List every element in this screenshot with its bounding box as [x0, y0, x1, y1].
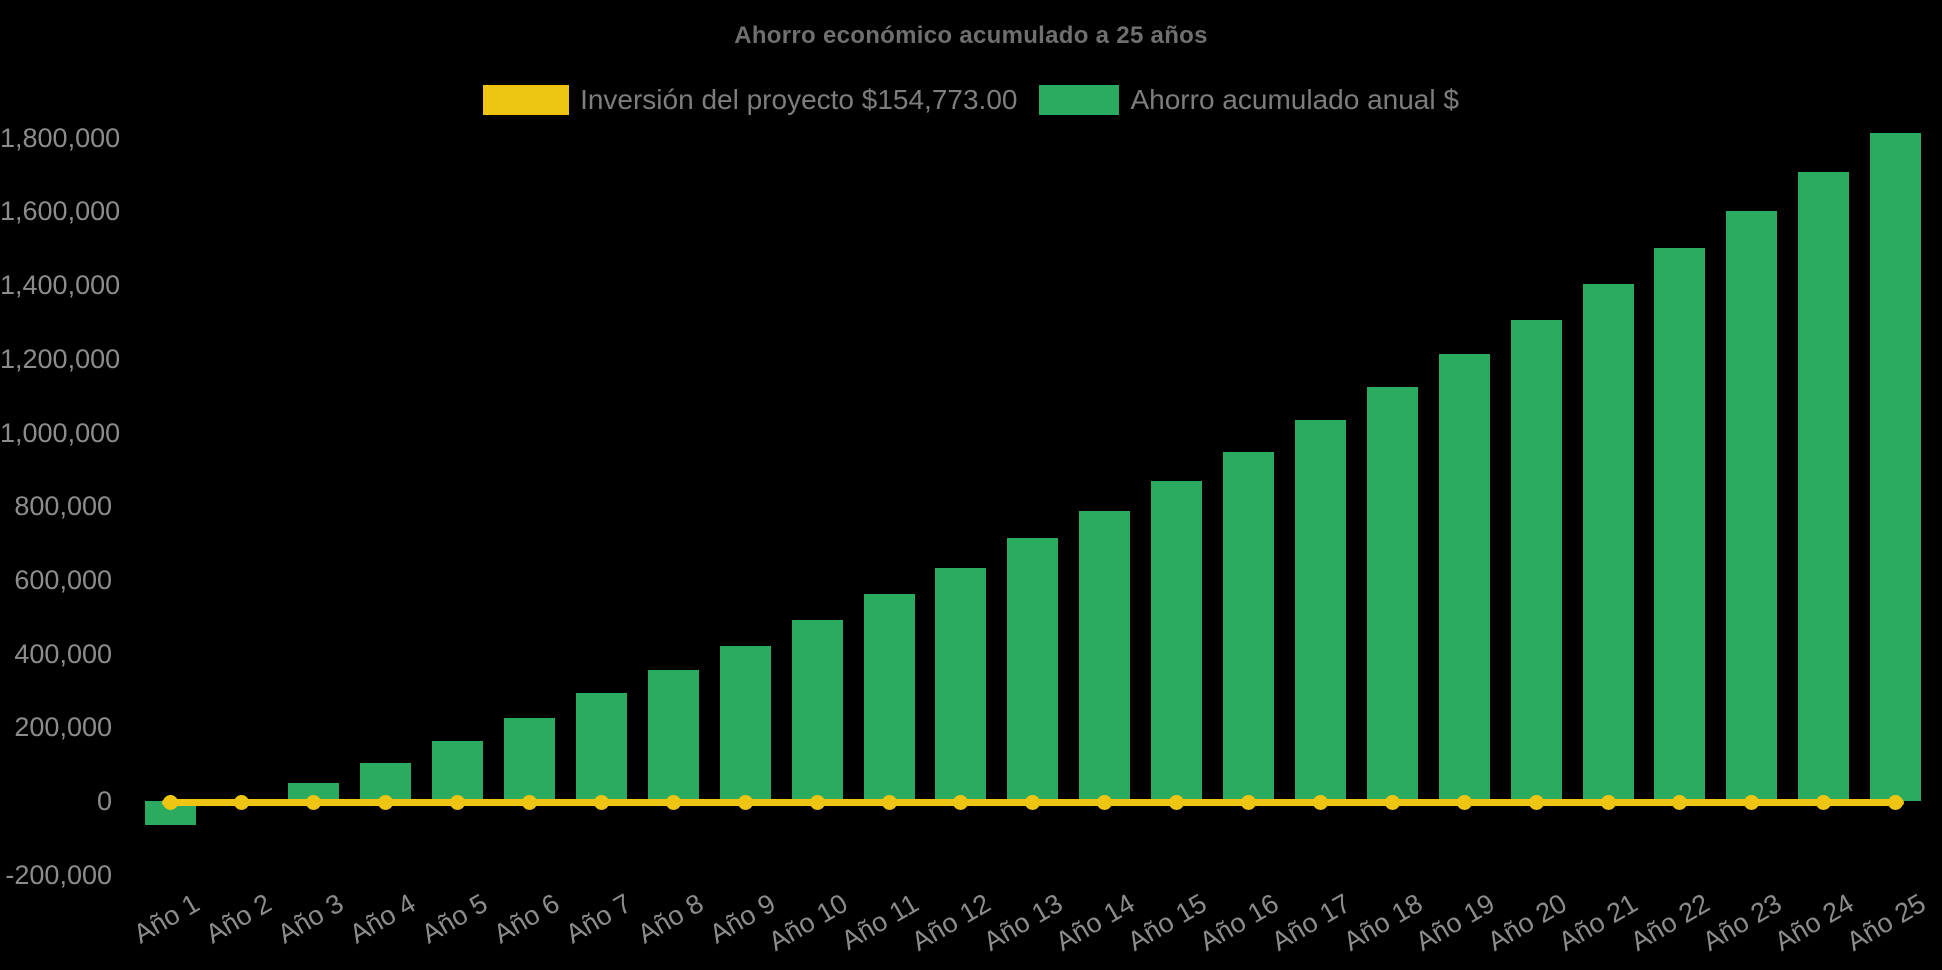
investment-line-marker [1744, 795, 1760, 810]
investment-line-marker [1600, 795, 1616, 810]
savings-legend-label: Ahorro acumulado anual $ [1130, 84, 1459, 115]
investment-line-marker [881, 795, 897, 810]
investment-legend-swatch [483, 85, 570, 115]
x-axis-label: Año 20 [1481, 888, 1572, 957]
investment-line-marker [593, 795, 609, 810]
legend-item-savings[interactable]: Ahorro acumulado anual $ [1039, 84, 1459, 116]
x-axis-label: Año 23 [1697, 888, 1787, 957]
x-axis-label: Año 8 [632, 888, 709, 950]
savings-bar [1870, 133, 1922, 801]
x-axis-label: Año 3 [272, 888, 349, 950]
investment-line-marker [1312, 795, 1328, 810]
savings-bar [719, 646, 771, 801]
savings-bar [935, 568, 987, 801]
x-axis-label: Año 17 [1266, 888, 1356, 957]
savings-legend-swatch [1039, 85, 1120, 115]
chart-legend: Inversión del proyecto $154,773.00 Ahorr… [0, 84, 1942, 116]
y-axis-label: 1,800,000 [0, 122, 121, 153]
x-axis-label: Año 21 [1553, 888, 1643, 957]
x-axis-label: Año 12 [906, 888, 996, 957]
investment-line-marker [1672, 795, 1688, 810]
savings-bar [1798, 172, 1850, 801]
savings-bar [647, 670, 699, 801]
x-axis-label: Año 7 [560, 888, 637, 950]
y-axis-label: 1,400,000 [0, 270, 121, 301]
investment-line-marker [1456, 795, 1472, 810]
x-axis-label: Año 18 [1338, 888, 1428, 957]
y-axis-label: 600,000 [14, 564, 112, 595]
savings-bar [1510, 320, 1562, 801]
investment-line-marker [450, 795, 466, 810]
investment-line-marker [378, 795, 394, 810]
x-axis-label: Año 16 [1194, 888, 1284, 957]
savings-bar [1654, 248, 1706, 801]
investment-line-marker [1025, 795, 1041, 810]
investment-line-marker [306, 795, 322, 810]
investment-line-marker [1241, 795, 1256, 810]
investment-line-marker [737, 795, 753, 810]
investment-line-marker [665, 795, 681, 810]
savings-bar [575, 693, 627, 801]
y-axis-label: 1,600,000 [0, 196, 121, 227]
savings-bar [432, 740, 484, 801]
x-axis-label: Año 22 [1625, 888, 1715, 957]
savings-bar [288, 782, 340, 801]
x-axis-label: Año 25 [1841, 888, 1931, 957]
investment-line-marker [162, 795, 178, 810]
x-axis-label: Año 24 [1769, 888, 1859, 957]
savings-bar [1582, 284, 1634, 801]
x-axis-label: Año 6 [488, 888, 565, 950]
legend-item-investment[interactable]: Inversión del proyecto $154,773.00 [483, 84, 1017, 116]
investment-line-marker [1816, 795, 1832, 810]
y-axis-label: 1,200,000 [0, 343, 121, 374]
x-axis-label: Año 14 [1050, 888, 1140, 957]
x-axis-label: Año 19 [1410, 888, 1500, 957]
x-axis-label: Año 4 [344, 888, 421, 950]
x-axis-label: Año 13 [978, 888, 1068, 957]
savings-bar [144, 801, 196, 825]
savings-bar [1079, 510, 1131, 801]
savings-bar [1438, 354, 1490, 801]
x-axis-label: Año 10 [762, 888, 853, 957]
investment-line-marker [234, 795, 250, 810]
savings-bar [1726, 211, 1778, 801]
investment-line-marker [522, 795, 537, 810]
x-axis-label: Año 11 [836, 888, 924, 956]
y-axis-label: 200,000 [14, 712, 112, 743]
investment-line-marker [1888, 795, 1904, 810]
savings-bar [791, 620, 843, 801]
x-axis-label: Año 5 [416, 888, 493, 950]
x-axis-label: Año 2 [200, 888, 277, 950]
savings-bar [1007, 538, 1059, 801]
investment-line-marker [809, 795, 825, 810]
y-axis-label: 800,000 [14, 491, 112, 522]
investment-legend-label: Inversión del proyecto $154,773.00 [580, 84, 1018, 115]
savings-bar [1294, 419, 1346, 801]
savings-bar [360, 763, 412, 801]
investment-line-marker [953, 795, 969, 810]
y-axis-label: 1,000,000 [0, 417, 121, 448]
savings-bar [1223, 452, 1274, 801]
x-axis-label: Año 15 [1122, 888, 1212, 957]
y-axis-label: 0 [96, 786, 112, 816]
x-axis-label: Año 1 [128, 888, 205, 950]
savings-bar [1366, 387, 1418, 801]
investment-line-marker [1169, 795, 1185, 810]
y-axis-label: 400,000 [14, 638, 112, 669]
savings-bar [863, 593, 915, 801]
savings-bar [1151, 481, 1203, 801]
investment-line-marker [1097, 795, 1113, 810]
savings-bar [504, 718, 555, 801]
chart-title: Ahorro económico acumulado a 25 años [734, 22, 1208, 49]
investment-line-marker [1384, 795, 1400, 810]
y-axis-label: -200,000 [5, 859, 112, 890]
investment-line-marker [1528, 795, 1544, 810]
